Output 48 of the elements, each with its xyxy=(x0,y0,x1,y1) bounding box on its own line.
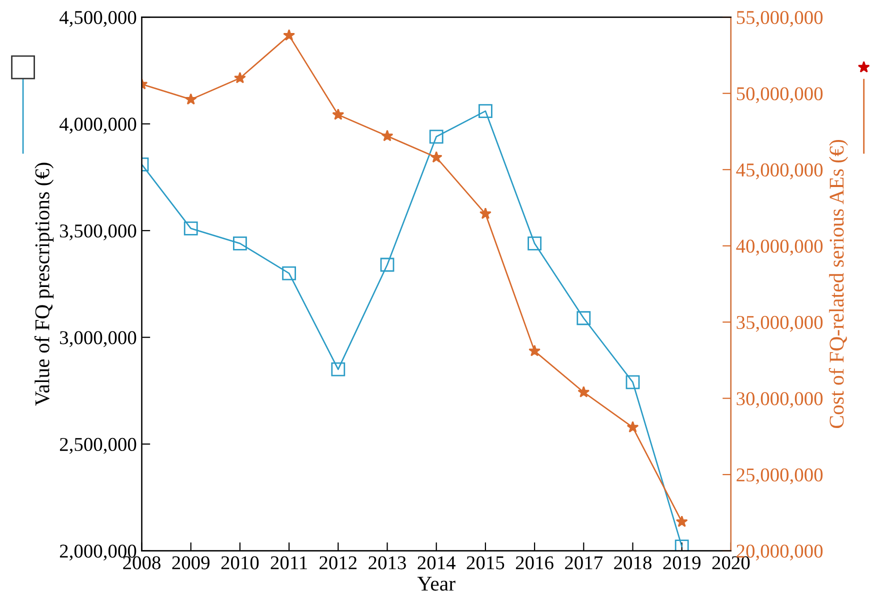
y2-tick-label: 40,000,000 xyxy=(736,240,823,256)
point xyxy=(184,93,197,105)
x-tick-label: 2012 xyxy=(320,556,357,570)
point xyxy=(626,421,639,432)
point xyxy=(332,108,344,120)
y2-axis-title: Cost of FQ-related serious AEs (€) xyxy=(828,140,848,428)
point xyxy=(430,151,442,163)
y-tick-label: 4,500,000 xyxy=(60,10,136,27)
y2-tick-label: 35,000,000 xyxy=(736,316,823,332)
point xyxy=(528,344,541,356)
point xyxy=(578,386,590,398)
y-tick-label: 3,500,000 xyxy=(60,224,136,240)
x-axis-title: Year xyxy=(417,576,456,591)
x-tick-label: 2011 xyxy=(270,556,307,570)
point xyxy=(380,258,394,272)
x-tick-label: 2019 xyxy=(663,556,700,570)
y2-tick-label: 50,000,000 xyxy=(736,87,823,104)
x-tick-label: 2013 xyxy=(368,556,406,570)
y2-tick-label: 25,000,000 xyxy=(736,468,823,484)
y2-tick-label: 30,000,000 xyxy=(736,392,823,408)
y-axis-title: Value of FQ prescriptions (€) xyxy=(34,162,54,406)
point xyxy=(184,222,198,236)
x-tick-label: 2014 xyxy=(418,556,456,570)
x-tick-label: 2018 xyxy=(614,556,652,570)
point xyxy=(528,236,542,250)
point xyxy=(331,362,346,376)
point xyxy=(576,311,591,326)
x-tick-label: 2015 xyxy=(466,556,504,570)
y-tick-label: 4,000,000 xyxy=(60,118,136,134)
point xyxy=(283,29,296,41)
y2-tick-label: 45,000,000 xyxy=(736,163,823,180)
point xyxy=(676,516,688,528)
y-tick-label: 2,500,000 xyxy=(60,438,136,454)
x-tick-label: 2016 xyxy=(516,556,554,570)
point xyxy=(478,104,492,118)
point xyxy=(479,208,492,220)
y-tick-label: 3,000,000 xyxy=(60,331,136,348)
point xyxy=(381,130,394,142)
x-tick-label: 2009 xyxy=(172,556,210,570)
point xyxy=(234,72,246,84)
point xyxy=(429,130,444,144)
x-tick-label: 2010 xyxy=(221,556,259,570)
point xyxy=(626,375,640,390)
point xyxy=(282,266,296,280)
point xyxy=(233,236,247,250)
y2-tick-label: 55,000,000 xyxy=(736,10,823,27)
x-tick-label: 2017 xyxy=(565,556,603,570)
point xyxy=(674,540,689,551)
